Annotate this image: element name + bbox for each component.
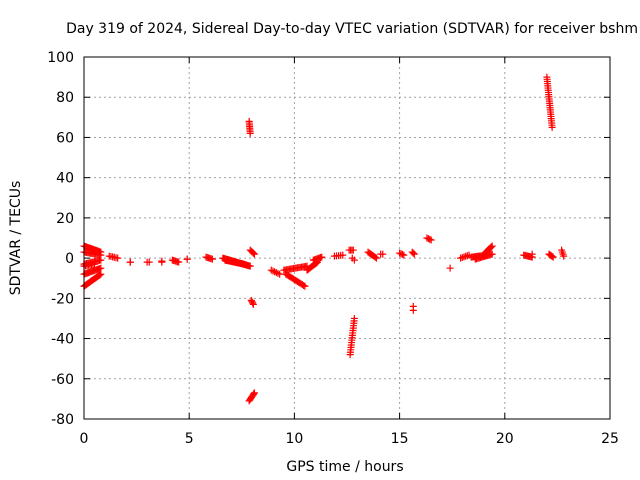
- y-tick-label: 40: [56, 171, 74, 187]
- data-point: [409, 306, 417, 314]
- data-point: [276, 270, 284, 278]
- data-points: [80, 73, 568, 405]
- data-point: [300, 281, 308, 289]
- data-point: [91, 260, 99, 268]
- data-point: [372, 254, 380, 262]
- data-point: [446, 264, 454, 272]
- data-point: [249, 299, 257, 307]
- data-point: [269, 267, 277, 275]
- data-point: [158, 258, 166, 266]
- data-point: [267, 266, 275, 274]
- data-point: [250, 389, 258, 397]
- data-point: [560, 252, 568, 260]
- data-point: [250, 250, 258, 258]
- data-point: [250, 390, 258, 398]
- data-point: [427, 236, 435, 244]
- data-point: [398, 250, 406, 258]
- data-point: [488, 250, 496, 258]
- y-tick-label: -40: [51, 332, 74, 348]
- y-axis-label: SDTVAR / TECUs: [8, 181, 24, 296]
- data-point: [126, 258, 134, 266]
- data-point: [350, 314, 358, 322]
- x-tick-label: 20: [496, 431, 514, 447]
- chart-title: Day 319 of 2024, Sidereal Day-to-day VTE…: [66, 21, 638, 37]
- data-point: [145, 258, 153, 266]
- data-point: [349, 246, 357, 254]
- plot-frame: [83, 56, 611, 420]
- data-point: [97, 264, 105, 272]
- y-tick-label: 100: [47, 50, 74, 66]
- data-point: [379, 250, 387, 258]
- data-point: [463, 252, 471, 260]
- data-point: [460, 253, 468, 261]
- data-point: [548, 123, 556, 131]
- y-tick-label: -20: [51, 291, 74, 307]
- data-point: [208, 255, 216, 263]
- x-tick-label: 5: [185, 431, 194, 447]
- x-axis-label: GPS time / hours: [286, 459, 403, 475]
- data-point: [97, 256, 105, 264]
- x-tick-label: 10: [285, 431, 303, 447]
- data-point: [271, 268, 279, 276]
- y-tick-label: 20: [56, 211, 74, 227]
- data-point: [400, 251, 408, 259]
- data-point: [97, 270, 105, 278]
- data-point: [548, 252, 556, 260]
- y-tick-label: 80: [56, 90, 74, 106]
- y-tick-label: 0: [65, 251, 74, 267]
- data-point: [183, 255, 191, 263]
- y-tick-label: -60: [51, 372, 74, 388]
- data-point: [272, 269, 280, 277]
- data-point: [410, 250, 418, 258]
- data-point: [175, 258, 183, 266]
- x-tick-label: 25: [601, 431, 619, 447]
- data-point: [301, 282, 309, 290]
- data-point: [274, 269, 282, 277]
- axis-ticks: -80 -60 -40 -20 0 20 40 60 80 100 0 5 10 15 20 25: [47, 50, 619, 447]
- data-point: [246, 129, 254, 137]
- data-point: [96, 271, 104, 279]
- data-point: [371, 253, 379, 261]
- data-point: [458, 254, 466, 262]
- y-tick-label: -80: [51, 412, 74, 428]
- data-point: [318, 253, 326, 261]
- x-tick-label: 0: [80, 431, 89, 447]
- y-tick-label: 60: [56, 130, 74, 146]
- data-point: [426, 235, 434, 243]
- data-point: [487, 243, 495, 251]
- data-point: [350, 256, 358, 264]
- data-point: [114, 254, 122, 262]
- data-point: [409, 249, 417, 257]
- data-point: [488, 242, 496, 250]
- data-point: [549, 253, 557, 261]
- data-point: [339, 251, 347, 259]
- data-point: [246, 262, 254, 270]
- data-point: [457, 254, 465, 262]
- data-point: [528, 250, 536, 258]
- data-point: [462, 252, 470, 260]
- x-tick-label: 15: [391, 431, 409, 447]
- data-point: [240, 260, 248, 268]
- grid-lines: [84, 57, 610, 419]
- data-point: [249, 300, 257, 308]
- data-point: [249, 249, 257, 257]
